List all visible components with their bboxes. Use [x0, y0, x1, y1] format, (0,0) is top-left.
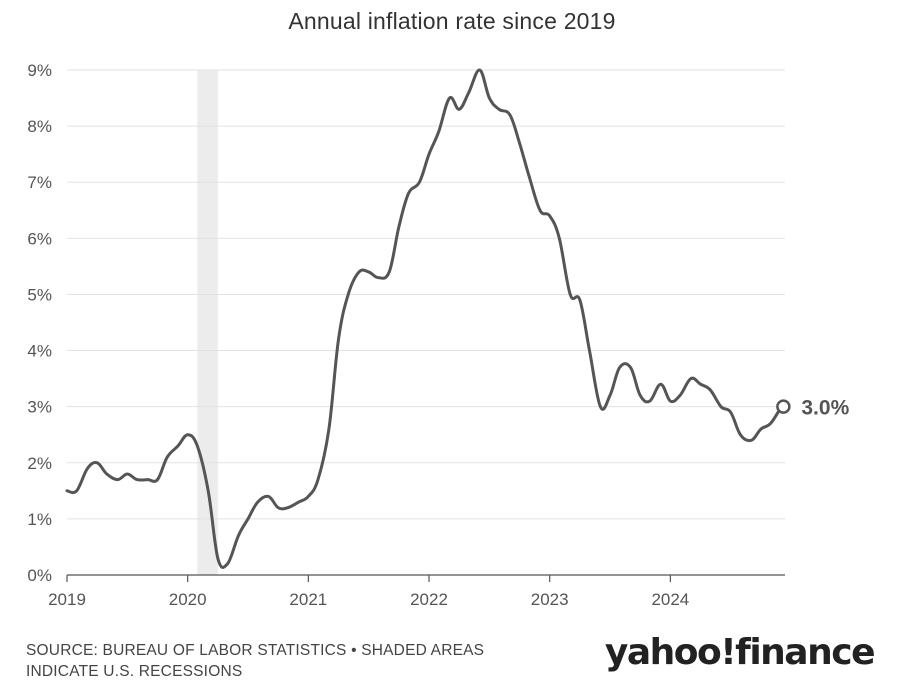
recession-shading: [197, 70, 218, 575]
source-line-1: SOURCE: BUREAU OF LABOR STATISTICS • SHA…: [26, 642, 485, 659]
end-value-label: 3.0%: [801, 397, 849, 420]
end-point-marker: [776, 399, 791, 414]
y-tick-label-6: 6%: [27, 229, 52, 248]
y-tick-label-0: 0%: [27, 566, 52, 585]
x-axis: [66, 574, 785, 582]
x-tick-label-2019: 2019: [48, 590, 86, 609]
recession-band-0: [197, 70, 218, 575]
x-tick-label-2021: 2021: [289, 590, 327, 609]
y-tick-label-4: 4%: [27, 342, 52, 361]
gridlines: [67, 69, 785, 520]
y-tick-label-1: 1%: [27, 510, 52, 529]
y-tick-label-3: 3%: [27, 398, 52, 417]
inflation-series-line-0: [65, 68, 783, 569]
x-tick-label-2023: 2023: [531, 590, 569, 609]
series-layer: [65, 68, 783, 569]
y-tick-label-7: 7%: [27, 173, 52, 192]
x-tick-label-2022: 2022: [410, 590, 448, 609]
x-axis-tick-labels: 2019 2020 2021 2022 2023 2024: [48, 590, 689, 609]
source-line-2: INDICATE U.S. RECESSIONS: [26, 663, 243, 680]
y-tick-label-9: 9%: [27, 61, 52, 80]
y-tick-label-2: 2%: [27, 454, 52, 473]
x-tick-label-2020: 2020: [169, 590, 207, 609]
x-tick-label-2024: 2024: [651, 590, 689, 609]
end-marker-group: 3.0%: [776, 397, 850, 420]
source-note: SOURCE: BUREAU OF LABOR STATISTICS • SHA…: [26, 640, 526, 682]
yahoo-finance-logo: yahoo!finance: [604, 632, 876, 673]
y-tick-label-8: 8%: [27, 117, 52, 136]
y-tick-label-5: 5%: [27, 285, 52, 304]
y-axis-tick-labels: 0% 1% 2% 3% 4% 5% 6% 7% 8% 9%: [27, 61, 52, 585]
chart-title: Annual inflation rate since 2019: [288, 8, 616, 34]
